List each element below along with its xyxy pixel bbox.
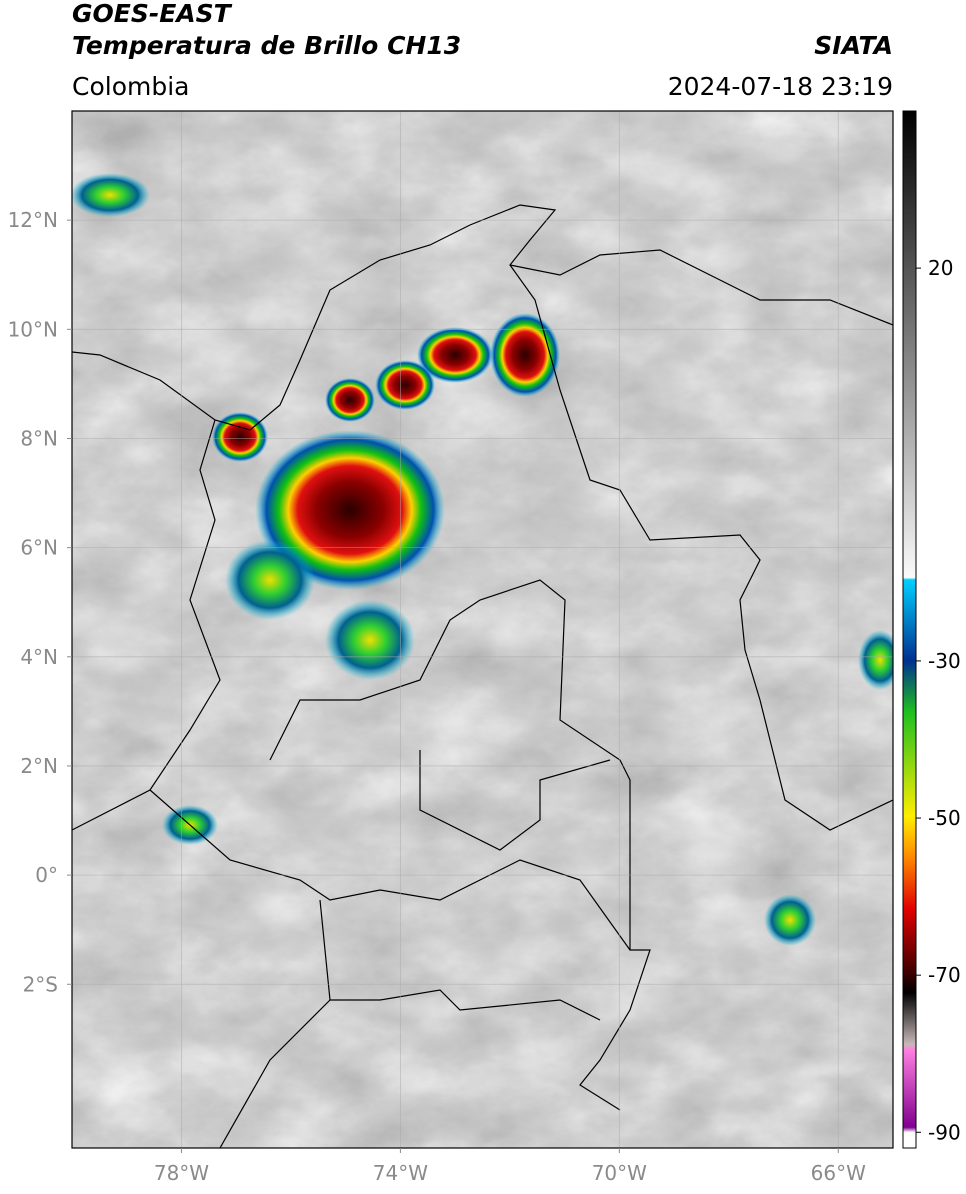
convection (764, 894, 816, 946)
x-tick-label: 70°W (592, 1161, 647, 1185)
plot-frame (71, 110, 894, 1149)
convection (225, 540, 315, 620)
colorbar-tick-label: -30 (928, 649, 961, 673)
x-tick-label: 66°W (811, 1161, 866, 1185)
map-image (72, 111, 893, 1148)
timestamp: 2024-07-18 23:19 (668, 72, 893, 101)
source: SIATA (814, 31, 893, 60)
y-tick-label: 2°S (23, 972, 58, 996)
cloud-field (72, 111, 893, 1148)
x-tick-label: 78°W (154, 1161, 209, 1185)
colorbar-tick-label: -90 (928, 1120, 961, 1144)
title: GOES-EAST (72, 0, 233, 28)
colorbar (902, 110, 917, 1149)
region: Colombia (72, 72, 189, 101)
convection (858, 630, 893, 690)
colorbar-tick-label: 20 (928, 256, 953, 280)
y-tick-label: 6°N (20, 536, 58, 560)
y-tick-label: 10°N (8, 317, 58, 341)
x-tick-label: 74°W (373, 1161, 428, 1185)
convection (417, 327, 493, 383)
convection (255, 430, 445, 590)
y-tick-label: 2°N (20, 754, 58, 778)
convection (72, 173, 150, 217)
convection (325, 600, 415, 680)
convection (375, 360, 435, 410)
colorbar-tick-label: -70 (928, 963, 961, 987)
convection (490, 313, 560, 397)
grid (72, 111, 893, 1148)
y-tick-label: 8°N (20, 426, 58, 450)
colorbar-tick-label: -50 (928, 806, 961, 830)
convection (212, 412, 268, 462)
y-tick-label: 0° (35, 863, 58, 887)
y-tick-label: 12°N (8, 208, 58, 232)
subtitle: Temperatura de Brillo CH13 (72, 31, 461, 60)
y-tick-label: 4°N (20, 645, 58, 669)
borders (72, 204, 893, 1148)
convection (325, 378, 375, 422)
